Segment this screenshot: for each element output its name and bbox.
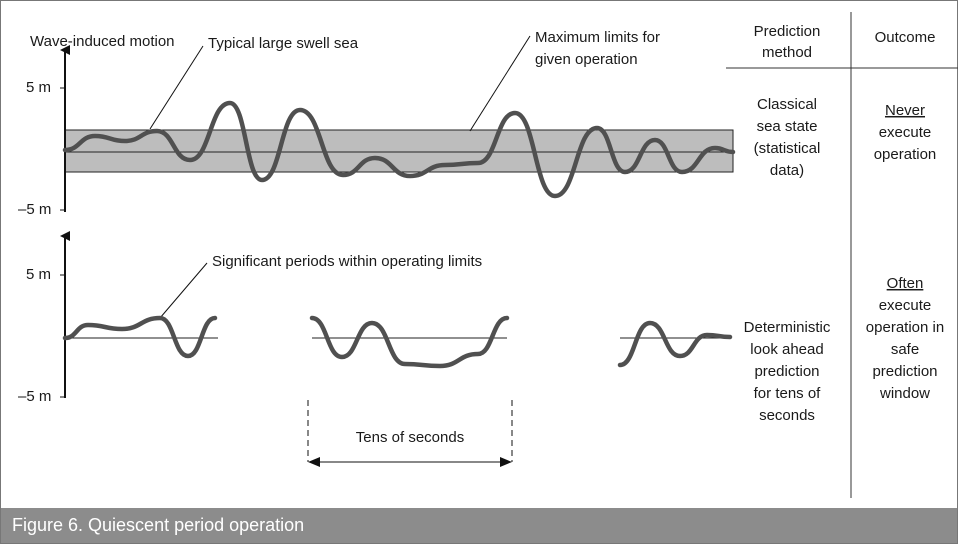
annotation: Typical large swell sea bbox=[208, 35, 359, 52]
wave bbox=[62, 100, 736, 199]
axis-max: 5 m bbox=[26, 79, 51, 96]
annotation: given operation bbox=[535, 51, 638, 68]
caption-bar bbox=[1, 508, 957, 543]
annotation: Significant periods within operating lim… bbox=[212, 253, 482, 270]
table-header: Outcome bbox=[875, 29, 936, 46]
axis-label: Wave-induced motion bbox=[30, 33, 175, 50]
method-text: sea state bbox=[757, 118, 818, 135]
outcome-text: safe bbox=[891, 341, 919, 358]
outcome-text: execute bbox=[879, 297, 932, 314]
outcome-text: window bbox=[879, 385, 930, 402]
emphasis: Never bbox=[885, 102, 925, 119]
callout bbox=[469, 35, 531, 132]
emphasis: Often bbox=[887, 275, 924, 292]
outcome-text: operation bbox=[874, 146, 937, 163]
wave bbox=[309, 315, 510, 369]
callout bbox=[159, 262, 208, 319]
method-text: seconds bbox=[759, 407, 815, 424]
table-header: method bbox=[762, 44, 812, 61]
method-text: prediction bbox=[754, 363, 819, 380]
outcome-text: execute bbox=[879, 124, 932, 141]
annotation: Tens of seconds bbox=[356, 429, 464, 446]
axis-min: –5 m bbox=[18, 388, 51, 405]
method-text: for tens of bbox=[754, 385, 822, 402]
annotation: Maximum limits for bbox=[535, 29, 660, 46]
outcome-text: operation in bbox=[866, 319, 944, 336]
axis-max: 5 m bbox=[26, 266, 51, 283]
outcome-text: prediction bbox=[872, 363, 937, 380]
method-text: (statistical bbox=[754, 140, 821, 157]
method-text: Deterministic bbox=[744, 319, 831, 336]
callout bbox=[149, 45, 204, 130]
method-text: data) bbox=[770, 162, 804, 179]
wave bbox=[62, 315, 218, 359]
method-text: look ahead bbox=[750, 341, 823, 358]
method-text: Classical bbox=[757, 96, 817, 113]
axis-min: –5 m bbox=[18, 201, 51, 218]
table-header: Prediction bbox=[754, 23, 821, 40]
wave bbox=[617, 320, 733, 368]
caption: Figure 6. Quiescent period operation bbox=[12, 515, 304, 535]
